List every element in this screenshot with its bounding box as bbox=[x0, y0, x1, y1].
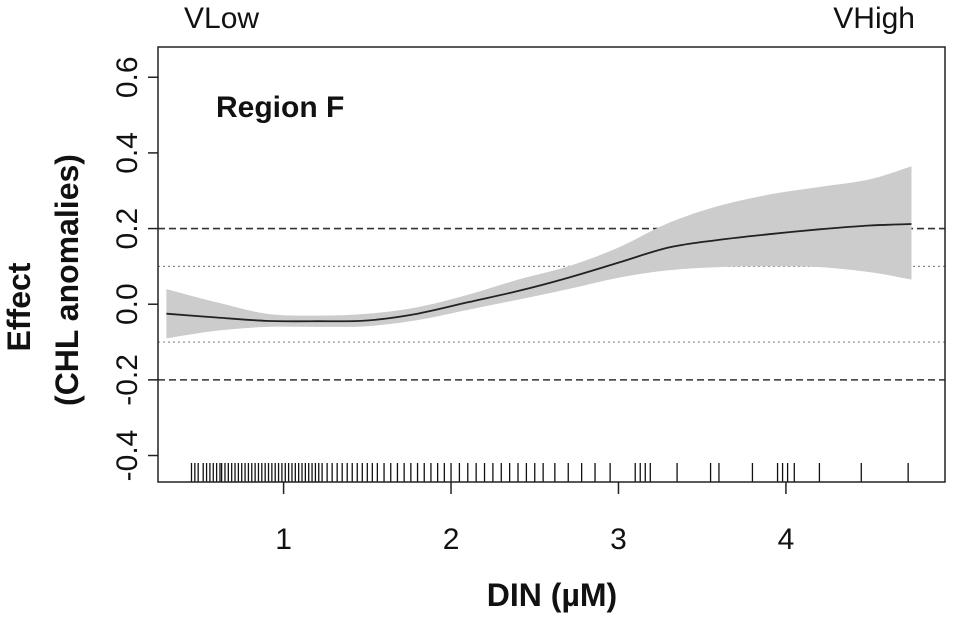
effect-line bbox=[166, 223, 912, 323]
x-tick-label: 2 bbox=[443, 523, 460, 556]
panel-label: Region F bbox=[216, 91, 344, 124]
y-tick-label: 0.0 bbox=[111, 283, 144, 325]
y-tick-label: 0.6 bbox=[111, 56, 144, 98]
confidence-band-layer bbox=[166, 166, 912, 339]
corner-label-right: VHigh bbox=[833, 2, 915, 35]
y-axis-title-line-2: (CHL anomalies) bbox=[49, 154, 85, 406]
y-tick-label: 0.2 bbox=[111, 208, 144, 250]
y-axis: -0.4 -0.2 0.0 0.2 0.4 0.6 bbox=[111, 56, 158, 481]
x-axis-title: DIN (µM) bbox=[487, 577, 617, 613]
plot-frame bbox=[157, 46, 946, 483]
y-axis-title-line-1: Effect bbox=[1, 262, 37, 351]
x-axis: 1 2 3 4 bbox=[275, 482, 794, 556]
x-tick-label: 3 bbox=[610, 523, 627, 556]
y-tick-label: -0.2 bbox=[111, 354, 144, 406]
x-tick-label: 1 bbox=[275, 523, 292, 556]
x-tick-label: 4 bbox=[778, 523, 795, 556]
rug-marks bbox=[190, 463, 909, 482]
corner-label-left: VLow bbox=[184, 2, 259, 35]
confidence-band bbox=[166, 166, 912, 339]
effect-line-layer bbox=[166, 223, 912, 323]
y-tick-label: 0.4 bbox=[111, 132, 144, 174]
y-tick-label: -0.4 bbox=[111, 430, 144, 482]
